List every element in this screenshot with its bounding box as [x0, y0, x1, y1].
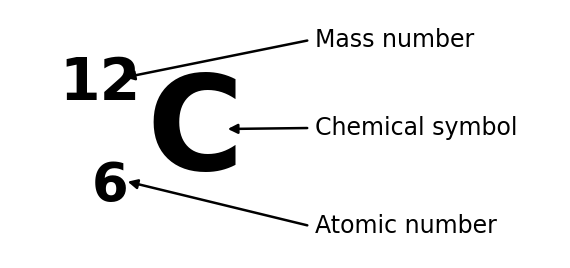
Text: 12: 12 [59, 54, 141, 111]
Text: Mass number: Mass number [315, 28, 474, 52]
Text: C: C [146, 70, 243, 198]
Text: Chemical symbol: Chemical symbol [315, 116, 518, 140]
Text: 6: 6 [92, 160, 128, 212]
Text: Atomic number: Atomic number [315, 214, 497, 238]
